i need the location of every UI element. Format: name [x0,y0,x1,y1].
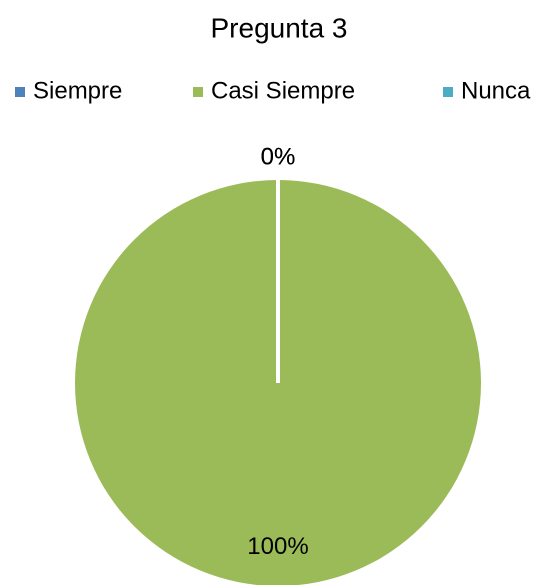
legend-swatch [193,87,203,97]
legend-swatch [443,87,453,97]
data-labels: 0%100%0% [247,143,308,559]
legend-swatch [15,87,25,97]
data-label: 0% [261,143,296,170]
chart-title: Pregunta 3 [211,12,348,43]
data-label: 0% [261,143,296,170]
pie [75,180,481,585]
data-label: 100% [247,533,308,560]
legend: Siempre Casi Siempre Nunca [15,77,531,104]
legend-label: Nunca [461,77,531,104]
legend-label: Siempre [33,77,122,104]
legend-label: Casi Siempre [211,77,355,104]
